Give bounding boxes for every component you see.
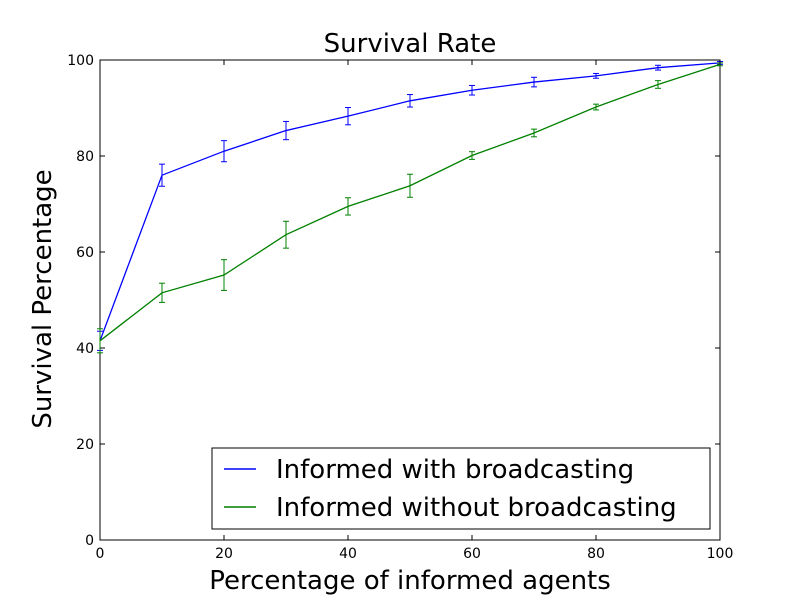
y-tick-label: 0 <box>85 533 94 549</box>
error-bar <box>469 84 475 96</box>
error-bar <box>221 140 227 163</box>
error-bar <box>283 220 289 249</box>
plot-area <box>99 59 721 541</box>
x-axis-title: Percentage of informed agents <box>209 566 611 596</box>
error-bar <box>531 128 537 138</box>
x-tick-label: 80 <box>587 546 605 562</box>
error-bar <box>593 103 599 111</box>
series-0 <box>97 60 723 351</box>
error-bar <box>97 328 103 354</box>
y-tick-label: 20 <box>76 437 94 453</box>
legend-label-no-broadcasting: Informed without broadcasting <box>276 493 677 523</box>
error-bar <box>407 94 413 108</box>
x-tick-label: 0 <box>96 546 105 562</box>
error-bar <box>283 120 289 141</box>
y-axis-title: Survival Percentage <box>28 169 58 428</box>
series-1 <box>97 62 723 354</box>
error-bar <box>345 197 351 216</box>
x-tick-label: 100 <box>707 546 734 562</box>
error-bar <box>159 163 165 187</box>
series-layer <box>97 60 723 354</box>
error-bar <box>345 107 351 126</box>
error-bar <box>531 76 537 88</box>
y-tick-label: 60 <box>76 245 94 261</box>
y-tick-label: 100 <box>67 53 94 69</box>
x-tick-label: 60 <box>463 546 481 562</box>
error-bar <box>655 64 661 71</box>
legend-box <box>211 447 711 530</box>
error-bar <box>159 282 165 303</box>
error-bar <box>593 72 599 79</box>
error-bar <box>407 173 413 198</box>
ticks-layer: 0 20 40 60 80 100 0 20 40 60 80 100 <box>67 53 733 562</box>
error-bar <box>469 151 475 160</box>
x-tick-label: 20 <box>215 546 233 562</box>
chart-title: Survival Rate <box>324 29 497 59</box>
legend: Informed with broadcasting Informed with… <box>211 447 711 530</box>
legend-label-broadcasting: Informed with broadcasting <box>276 455 634 485</box>
error-bar <box>655 80 661 89</box>
error-bar <box>221 259 227 291</box>
y-tick-label: 40 <box>76 341 94 357</box>
axes-frame <box>99 59 721 541</box>
y-tick-label: 80 <box>76 149 94 165</box>
x-tick-label: 40 <box>339 546 357 562</box>
